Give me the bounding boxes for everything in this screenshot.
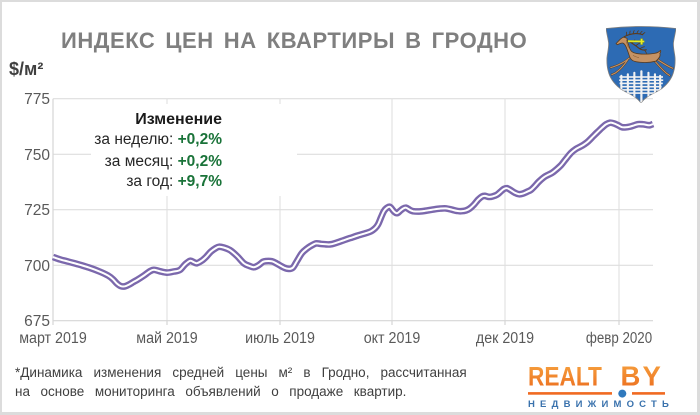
svg-text:REALT: REALT [528, 362, 602, 392]
svg-text:BY: BY [621, 361, 664, 392]
svg-text:НЕДВИЖИМОСТЬ: НЕДВИЖИМОСТЬ [528, 399, 674, 410]
